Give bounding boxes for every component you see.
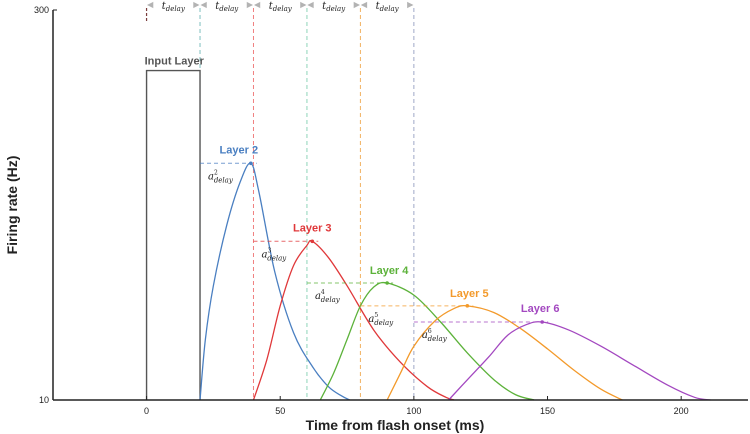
series-layer-5	[386, 305, 623, 401]
delay-annotation: a6 delay	[422, 328, 448, 343]
peak-point	[465, 304, 470, 308]
series-label-layer-6: Layer 6	[521, 303, 560, 315]
series-label-input-layer: Input Layer	[145, 56, 205, 68]
peak-point	[385, 281, 389, 285]
delay-annotation: a2 delay	[208, 169, 234, 184]
delay-annotation: a4 delay	[315, 289, 341, 304]
x-tick-label: 50	[275, 406, 285, 416]
delay-label: tdelay	[215, 1, 239, 13]
y-tick-label: 10	[39, 395, 49, 405]
delay-label: tdelay	[322, 1, 346, 13]
x-axis-title: Time from flash onset (ms)	[306, 417, 485, 433]
y-tick-label: 300	[34, 5, 49, 15]
peak-point	[249, 161, 253, 166]
delay-annotation: a5 delay	[368, 312, 394, 327]
series-layer-3	[252, 239, 455, 401]
series-label-layer-5: Layer 5	[450, 288, 489, 300]
series-label-layer-2: Layer 2	[220, 144, 259, 156]
delay-label-bg	[260, 0, 301, 12]
series-label-layer-3: Layer 3	[293, 222, 332, 234]
delay-label-bg	[367, 0, 408, 12]
series-layer-2	[199, 162, 351, 401]
x-tick-label: 200	[674, 406, 689, 416]
delay-label: tdelay	[162, 1, 186, 13]
delay-label: tdelay	[269, 1, 293, 13]
series-input-layer	[145, 69, 201, 400]
series-label-layer-4: Layer 4	[370, 265, 409, 277]
series-layer-4	[319, 281, 535, 401]
x-tick-label: 100	[406, 406, 421, 416]
axis-ticks: 0 50 100 150 200 10 300	[34, 5, 689, 416]
delay-label: tdelay	[376, 1, 400, 13]
x-tick-label: 0	[144, 406, 149, 416]
axes	[52, 10, 748, 401]
series-layer-6	[448, 321, 711, 401]
series-labels: Input Layer Layer 2 a2 delay Layer 3 a3 delay L…	[145, 56, 560, 343]
x-tick-label: 150	[540, 406, 555, 416]
plot-series	[145, 69, 711, 401]
y-axis-title: Firing rate (Hz)	[4, 156, 20, 255]
delay-label-bg	[153, 0, 194, 12]
peak-point	[540, 320, 544, 324]
delay-annotation: a3 delay	[261, 247, 287, 262]
delay-arrows: tdelay tdelay tdelay tdelay tdelay	[146, 0, 414, 13]
delay-label-bg	[313, 0, 354, 12]
delay-label-bg	[206, 0, 247, 12]
peak-point	[310, 239, 315, 244]
